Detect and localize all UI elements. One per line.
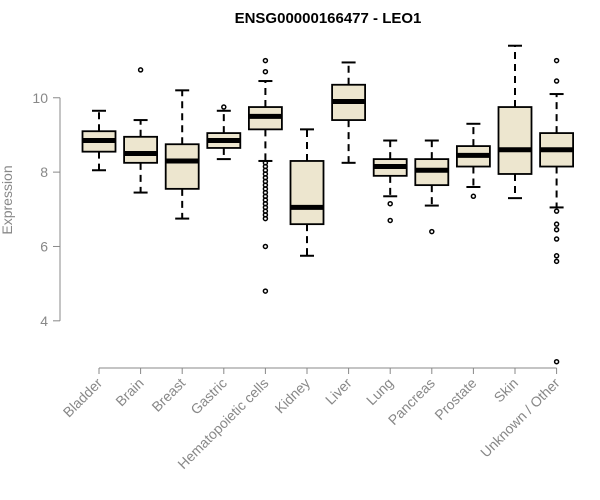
chart-title: ENSG00000166477 - LEO1	[235, 10, 422, 27]
outlier-hematopoietic-cells-17	[262, 215, 269, 222]
boxes-group	[81, 44, 574, 365]
outlier-pancreas-0	[429, 228, 435, 235]
outlier-lung-0	[387, 200, 393, 207]
outlier-unknown-other-3	[553, 221, 560, 227]
box-pancreas	[414, 139, 450, 235]
iqr-box-skin	[497, 106, 533, 175]
box-skin	[497, 44, 533, 200]
iqr-box-brain	[123, 135, 158, 164]
outlier-unknown-other-0	[553, 57, 560, 64]
outlier-hematopoietic-cells-19	[262, 288, 269, 294]
y-tick-label-10: 10	[32, 90, 48, 106]
box-gastric	[206, 104, 242, 161]
box-lung	[372, 139, 408, 224]
box-brain	[123, 67, 158, 194]
x-tick-label-lung: Lung	[363, 375, 396, 408]
outlier-prostate-0	[470, 193, 477, 200]
outlier-gastric-0	[221, 104, 227, 110]
x-tick-label-breast: Breast	[148, 375, 188, 415]
outlier-hematopoietic-cells-18	[262, 243, 269, 250]
outlier-unknown-other-7	[553, 258, 560, 265]
x-tick-label-prostate: Prostate	[431, 375, 479, 423]
x-tick-label-bladder: Bladder	[60, 375, 106, 421]
outlier-unknown-other-2	[553, 208, 560, 214]
x-tick-label-liver: Liver	[322, 375, 355, 408]
outlier-hematopoietic-cells-1	[262, 68, 269, 75]
box-breast	[164, 89, 200, 220]
iqr-box-breast	[164, 143, 200, 190]
outlier-unknown-other-5	[553, 236, 560, 242]
outlier-unknown-other-8	[553, 358, 560, 365]
box-liver	[331, 61, 367, 164]
outlier-unknown-other-6	[553, 253, 560, 259]
x-tick-label-brain: Brain	[112, 375, 146, 409]
outlier-brain-0	[137, 67, 144, 73]
outlier-unknown-other-4	[553, 226, 560, 233]
x-tick-label-unknown-other: Unknown / Other	[477, 375, 563, 461]
box-prostate	[455, 122, 491, 200]
box-hematopoietic-cells	[247, 57, 283, 294]
x-tick-label-skin: Skin	[491, 375, 522, 406]
box-unknown-other	[539, 57, 574, 365]
y-axis-label: Expression	[0, 165, 15, 234]
box-bladder	[81, 109, 117, 172]
box-kidney	[289, 128, 325, 257]
x-tick-label-kidney: Kidney	[272, 375, 314, 417]
outlier-hematopoietic-cells-0	[262, 57, 269, 64]
y-tick-label-4: 4	[40, 313, 48, 329]
y-tick-label-6: 6	[40, 238, 48, 254]
outlier-lung-1	[387, 217, 393, 224]
outlier-unknown-other-1	[553, 78, 560, 84]
y-axis: 4 6 8 10	[32, 90, 61, 329]
y-tick-label-8: 8	[40, 164, 48, 180]
iqr-box-kidney	[289, 160, 325, 226]
